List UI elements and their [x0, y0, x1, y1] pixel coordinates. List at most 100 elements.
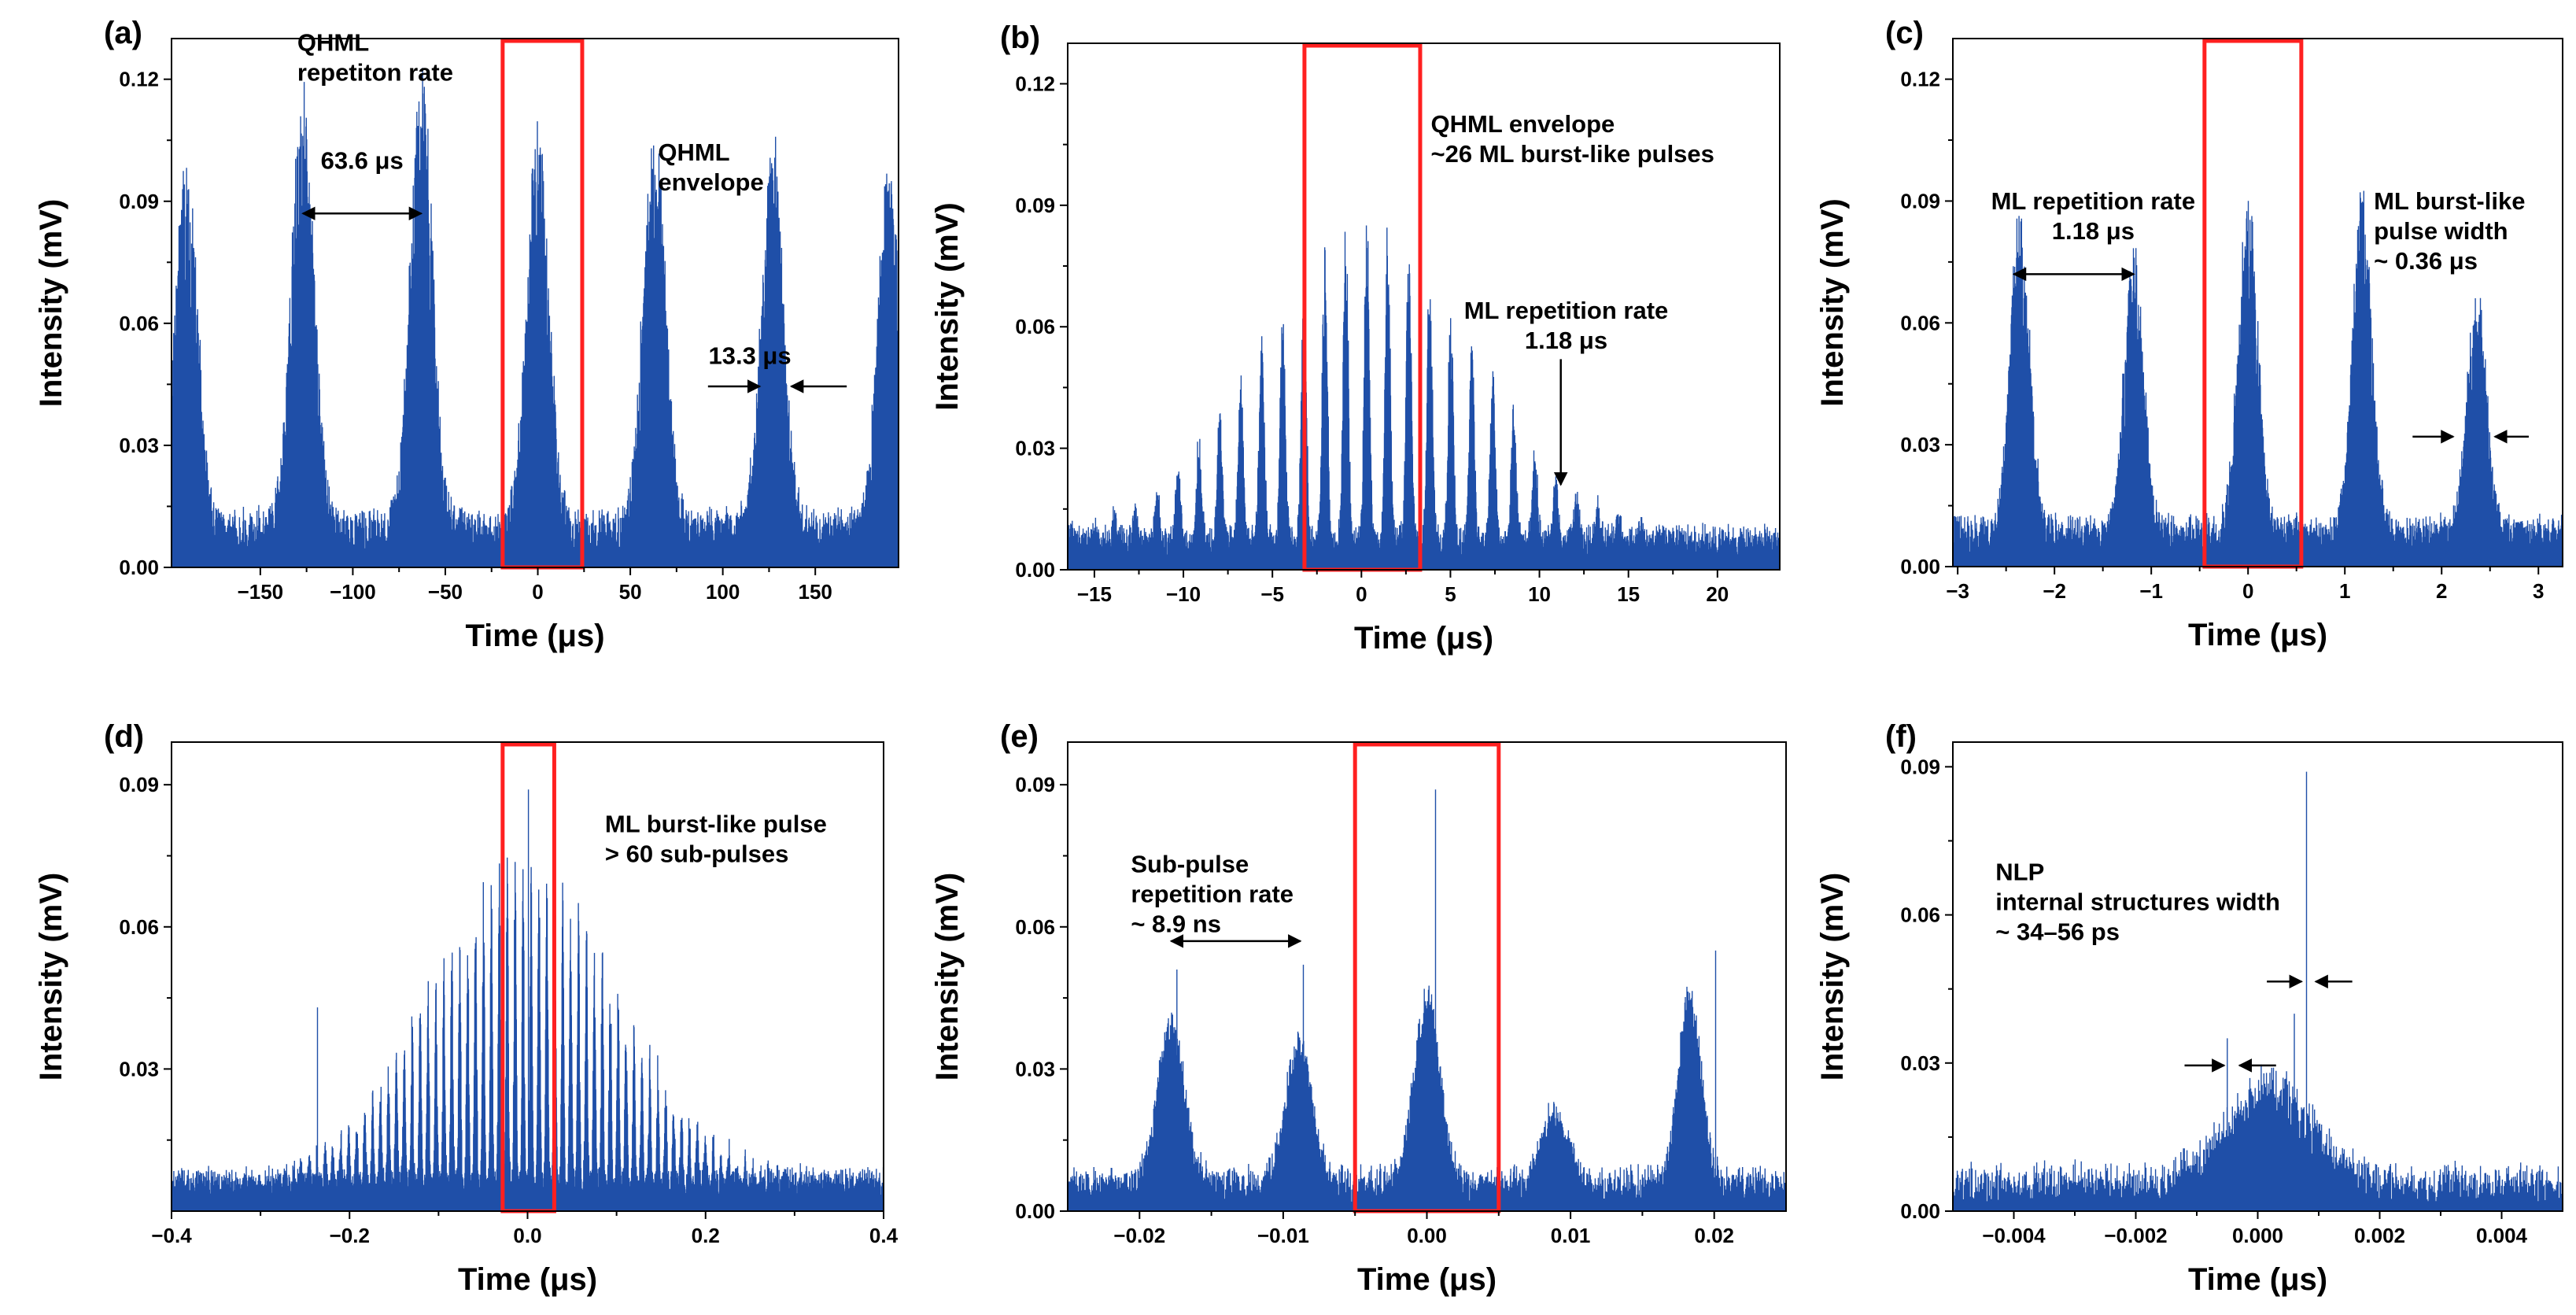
x-tick-label: −150 [238, 580, 284, 604]
x-tick-label: 0 [2242, 579, 2253, 603]
data-trace-f [1953, 772, 2563, 1211]
annotation-line: ML burst-like [2374, 187, 2525, 215]
y-tick-label: 0.03 [1900, 433, 1940, 456]
y-tick-label: 0.09 [119, 190, 159, 213]
annotation-line: ML repetition rate [1991, 187, 2196, 215]
x-tick-label: −0.4 [151, 1224, 192, 1247]
x-tick-label: −0.2 [330, 1224, 370, 1247]
x-tick-label: 0.0 [513, 1224, 541, 1247]
x-tick-label: −5 [1260, 582, 1284, 606]
annotation-a: 63.6 μs [321, 146, 404, 174]
y-tick-label: 0.09 [1015, 194, 1055, 217]
annotation-line: 1.18 μs [2052, 217, 2135, 245]
y-tick-label: 0.09 [1900, 755, 1940, 778]
y-tick-label: 0.06 [1900, 311, 1940, 334]
x-axis-title: Time (μs) [1354, 621, 1493, 656]
x-tick-label: 3 [2533, 579, 2544, 603]
annotation-line: ~ 8.9 ns [1131, 911, 1221, 938]
y-tick-label: 0.06 [1015, 915, 1055, 939]
annotation-f: NLP internal structures width ~ 34–56 ps [1995, 859, 2280, 946]
panel-f: −0.004 −0.002 0.000 0.002 0.004 0.00 0.03 0.06 0… [1815, 719, 2563, 1297]
y-tick-label: 0.06 [119, 915, 159, 939]
x-tick-label: 0.2 [692, 1224, 720, 1247]
annotation-line: internal structures width [1995, 888, 2280, 916]
annotation-line: > 60 sub-pulses [605, 840, 788, 867]
x-axis-title: Time (μs) [465, 619, 604, 653]
y-axis-title: Intensity (mV) [34, 873, 68, 1080]
annotation-b: ML repetition rate 1.18 μs [1464, 297, 1669, 354]
x-axis-title: Time (μs) [2188, 618, 2327, 652]
annotation-line: 63.6 μs [321, 146, 404, 174]
y-axis-title: Intensity (mV) [1815, 198, 1850, 406]
x-tick-label: 0.004 [2476, 1224, 2528, 1247]
annotation-a: QHML envelope [658, 139, 763, 196]
panel-label: (e) [1000, 719, 1039, 754]
annotation-c: ML burst-like pulse width ~ 0.36 μs [2374, 187, 2525, 275]
annotation-a: 13.3 μs [708, 342, 791, 370]
annotation-line: pulse width [2374, 217, 2508, 245]
y-tick-label: 0.03 [1900, 1051, 1940, 1075]
y-axis-title: Intensity (mV) [1815, 873, 1850, 1080]
x-tick-label: 20 [1706, 582, 1729, 606]
annotation-line: ~ 0.36 μs [2374, 247, 2478, 275]
panel-label: (a) [104, 16, 142, 50]
x-tick-label: 0.00 [1407, 1224, 1447, 1247]
annotation-line: envelope [658, 168, 763, 196]
y-tick-label: 0.03 [119, 434, 159, 457]
x-tick-label: 10 [1528, 582, 1551, 606]
x-tick-label: 0.000 [2232, 1224, 2283, 1247]
x-tick-label: 150 [799, 580, 832, 604]
annotation-line: ~ 34–56 ps [1995, 918, 2120, 946]
y-tick-label: 0.06 [1015, 315, 1055, 338]
x-tick-label: −0.01 [1257, 1224, 1309, 1247]
panel-b: −15 −10 −5 0 5 10 15 20 0.00 0.03 0.06 0.09 0.12 Time… [930, 20, 1780, 656]
x-tick-label: 0 [1356, 582, 1367, 606]
x-tick-label: 0.01 [1551, 1224, 1591, 1247]
plot-frame-b [1068, 43, 1780, 570]
panel-label: (c) [1885, 16, 1924, 50]
panel-label: (f) [1885, 719, 1917, 754]
panel-label: (d) [104, 719, 144, 754]
y-tick-label: 0.12 [1015, 72, 1055, 95]
x-tick-label: 5 [1445, 582, 1456, 606]
panel-d: −0.4 −0.2 0.0 0.2 0.4 0.03 0.06 0.09 Time (μs) In… [34, 719, 899, 1297]
annotation-line: Sub-pulse [1131, 851, 1249, 878]
x-tick-label: −1 [2139, 579, 2163, 603]
y-tick-label: 0.00 [1015, 558, 1055, 582]
annotation-b: QHML envelope ~26 ML burst-like pulses [1431, 110, 1714, 168]
x-tick-label: −2 [2043, 579, 2066, 603]
annotation-d: ML burst-like pulse > 60 sub-pulses [605, 810, 827, 867]
y-tick-label: 0.12 [1900, 68, 1940, 91]
x-tick-label: −0.004 [1982, 1224, 2046, 1247]
y-axis-title: Intensity (mV) [930, 202, 965, 410]
annotation-line: QHML [297, 29, 369, 57]
data-trace-b [1068, 226, 1780, 571]
panel-label: (b) [1000, 20, 1040, 55]
y-tick-label: 0.03 [1015, 437, 1055, 460]
y-tick-label: 0.06 [1900, 903, 1940, 927]
y-tick-label: 0.09 [119, 773, 159, 796]
x-tick-label: 15 [1617, 582, 1640, 606]
y-axis-title: Intensity (mV) [34, 199, 68, 407]
x-tick-label: −0.02 [1113, 1224, 1165, 1247]
x-tick-label: −0.002 [2104, 1224, 2167, 1247]
annotation-line: repetition rate [1131, 881, 1294, 908]
annotation-line: NLP [1995, 859, 2044, 886]
x-tick-label: 0.002 [2354, 1224, 2405, 1247]
x-tick-label: −3 [1946, 579, 1969, 603]
x-tick-label: 2 [2436, 579, 2447, 603]
annotation-e: Sub-pulse repetition rate ~ 8.9 ns [1131, 851, 1294, 938]
x-tick-label: 0 [532, 580, 543, 604]
y-tick-label: 0.00 [119, 556, 159, 579]
x-tick-label: −100 [330, 580, 376, 604]
x-tick-label: −50 [428, 580, 463, 604]
x-tick-label: 1 [2339, 579, 2350, 603]
y-tick-label: 0.09 [1015, 773, 1055, 796]
y-tick-label: 0.12 [119, 68, 159, 91]
x-tick-label: −10 [1166, 582, 1201, 606]
annotation-a: QHML repetiton rate [297, 29, 453, 87]
y-tick-label: 0.00 [1900, 555, 1940, 578]
annotation-line: 1.18 μs [1525, 327, 1607, 354]
annotation-line: ML repetition rate [1464, 297, 1669, 324]
panel-a: −150 −100 −50 0 50 100 150 0.00 0.03 0.06 0.09 0.12… [34, 16, 899, 653]
